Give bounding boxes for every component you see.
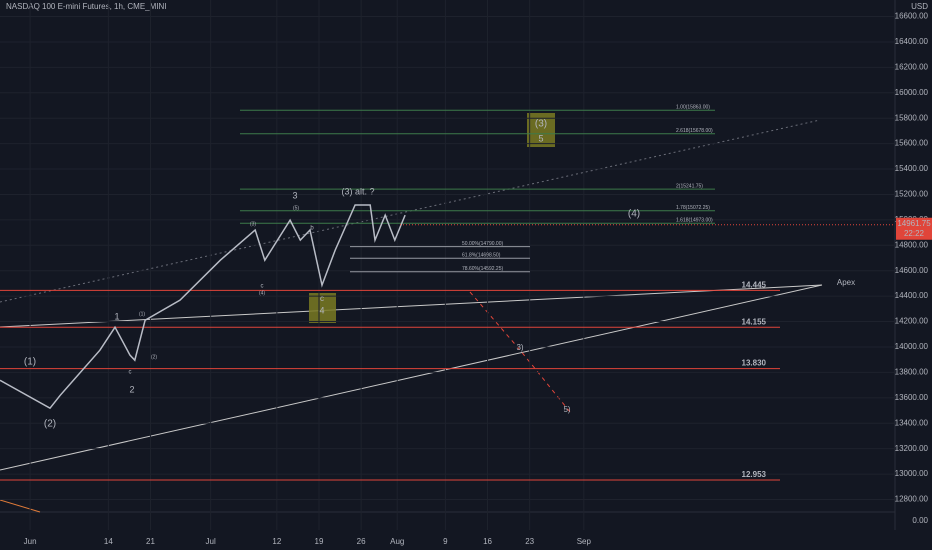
y-tick-label: 14400.00 [895, 291, 929, 300]
y-tick-label: 16400.00 [895, 37, 929, 46]
y-tick-label: 13400.00 [895, 418, 929, 427]
projection [469, 291, 571, 413]
level-label: 13.830 [742, 359, 767, 368]
x-tick-label: 12 [272, 537, 281, 546]
wave-label: c [261, 284, 264, 290]
triangle-upper [0, 284, 823, 328]
y-tick-label: 12800.00 [895, 495, 929, 504]
wave-label: (3) alt. ? [341, 186, 374, 196]
wave-label: (5) [293, 205, 299, 211]
fib-label: 1.78(15072.25) [676, 205, 710, 211]
wave-label: c [320, 294, 324, 303]
last-price-label: 14961.75 [897, 219, 931, 228]
level-label: 12.953 [742, 470, 767, 479]
short-line [0, 499, 41, 513]
triangle-lower [0, 284, 823, 471]
wave-label: 4 [319, 305, 324, 315]
fib-label: 1.618(14973.00) [676, 218, 713, 224]
chart-title: NASDAQ 100 E-mini Futures, 1h, CME_MINI [6, 2, 167, 11]
wave-label: Apex [837, 278, 855, 287]
x-tick-label: 19 [315, 537, 324, 546]
wave-label: (4) [628, 209, 640, 220]
level-label: 14.445 [742, 281, 767, 290]
y-tick-label: 16200.00 [895, 62, 929, 71]
wave-label: 1 [114, 311, 119, 321]
x-tick-label: 26 [357, 537, 366, 546]
level-label: 14.155 [742, 317, 767, 326]
wave-label: (4) [259, 290, 265, 296]
wave-label: 5) [563, 405, 570, 414]
y-tick-label: 14000.00 [895, 342, 929, 351]
retracement-label: 61.8%(14698.50) [462, 253, 501, 259]
x-tick-label: Sep [577, 537, 592, 546]
y-tick-label: 14800.00 [895, 240, 929, 249]
y-tick-label: 13200.00 [895, 444, 929, 453]
wave-label: (1) [24, 357, 36, 368]
last-price-tag [896, 217, 932, 240]
retracement-label: 78.60%(14592.25) [462, 266, 503, 272]
wave-label: 3 [292, 190, 297, 200]
volume-label: 0.00 [912, 516, 928, 525]
wave-label: (3) [535, 119, 547, 130]
y-tick-label: 14200.00 [895, 317, 929, 326]
wave-label: (1) [139, 311, 145, 317]
x-tick-label: 21 [146, 537, 155, 546]
x-tick-label: 9 [443, 537, 448, 546]
x-tick-label: 23 [525, 537, 534, 546]
x-tick-label: 16 [483, 537, 492, 546]
wave-label: c [129, 370, 132, 376]
y-tick-label: 15200.00 [895, 190, 929, 199]
x-tick-label: Aug [390, 537, 404, 546]
y-tick-label: 13000.00 [895, 469, 929, 478]
wave-label: 2 [129, 384, 134, 394]
wave-label: (3) [250, 221, 256, 227]
y-tick-label: 14600.00 [895, 266, 929, 275]
price-line [0, 204, 406, 410]
x-tick-label: Jun [24, 537, 37, 546]
wave-label: (2) [44, 419, 56, 430]
y-tick-label: 15400.00 [895, 164, 929, 173]
x-tick-label: Jul [206, 537, 216, 546]
y-tick-label: 15600.00 [895, 139, 929, 148]
wave-label: 5 [538, 133, 543, 143]
fib-label: 1.00(15863.00) [676, 105, 710, 111]
y-tick-label: 15800.00 [895, 113, 929, 122]
y-tick-label: 16000.00 [895, 88, 929, 97]
wave-label: (2) [151, 354, 157, 360]
fib-label: 2.618(15678.00) [676, 128, 713, 134]
currency: USD [911, 2, 928, 11]
wave-label: 3) [516, 343, 523, 352]
wave4-box [309, 293, 336, 323]
countdown: 22:22 [904, 229, 925, 238]
fib-label: 2(15241.75) [676, 183, 703, 189]
x-tick-label: 14 [104, 537, 113, 546]
retracement-label: 50.00%(14790.00) [462, 241, 503, 247]
wave-label: b [310, 226, 314, 232]
y-tick-label: 13800.00 [895, 368, 929, 377]
y-tick-label: 13600.00 [895, 393, 929, 402]
y-tick-label: 16600.00 [895, 12, 929, 21]
